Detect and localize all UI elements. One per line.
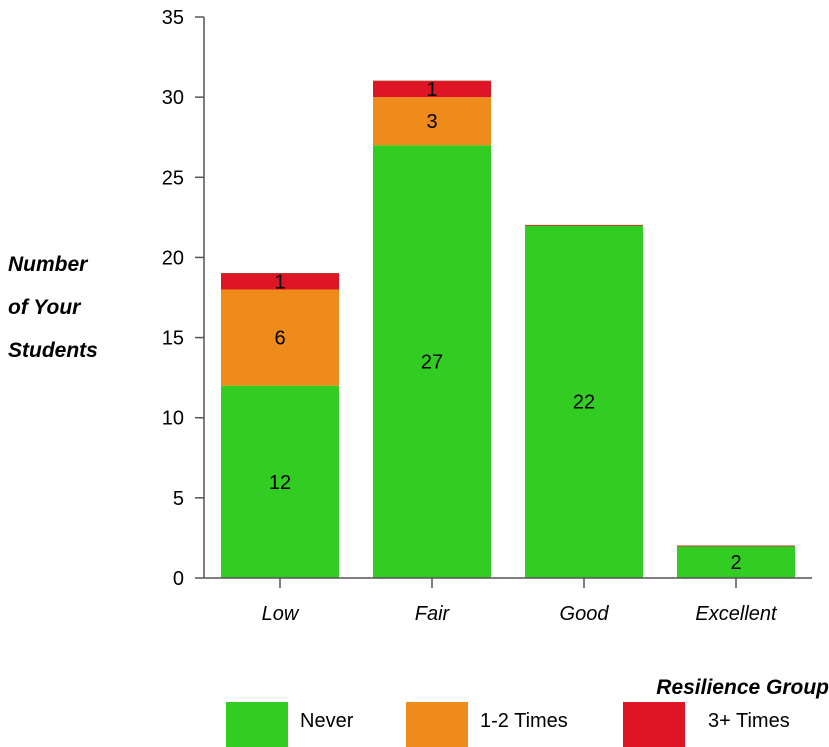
data-label-fair-3-times: 1 (426, 79, 437, 101)
x-axis-title: Resilience Group (656, 676, 829, 699)
data-label-fair-1-2-times: 3 (426, 111, 437, 133)
data-label-low-1-2-times: 6 (274, 328, 285, 350)
y-axis-title-line-1: Number (8, 253, 88, 276)
y-tick-label-20: 20 (162, 247, 184, 269)
bar-fair-1-2-times (373, 97, 491, 146)
bar-low-3-times (221, 273, 339, 290)
bar-low-never (221, 385, 339, 578)
y-tick-label-10: 10 (162, 408, 184, 430)
legend: Never 1-2 Times 3+ Times (0, 702, 829, 747)
x-tick-label-good: Good (560, 603, 610, 625)
bar-excellent-never (677, 545, 795, 578)
legend-label-never: Never (300, 710, 354, 732)
bar-fair-never (373, 145, 491, 578)
y-axis-title: Number of Your Students (8, 243, 138, 372)
y-tick-label-30: 30 (162, 87, 184, 109)
y-axis-title-line-3: Students (8, 339, 98, 362)
y-tick-label-35: 35 (162, 7, 184, 29)
bar-fair-3-times (373, 81, 491, 98)
x-tick-label-low: Low (262, 603, 300, 625)
x-tick-label-fair: Fair (415, 603, 451, 625)
legend-swatch-never (226, 702, 288, 747)
y-axis-title-line-2: of Your (8, 296, 81, 319)
data-label-excellent-never: 2 (730, 552, 741, 574)
bar-low-1-2-times (221, 289, 339, 386)
legend-swatch-3-plus-times (623, 702, 685, 747)
x-tick-label-excellent: Excellent (695, 603, 778, 625)
data-label-low-3-times: 1 (274, 271, 285, 293)
y-tick-label-0: 0 (173, 568, 184, 590)
data-label-fair-never: 27 (421, 352, 443, 374)
data-label-good-never: 22 (573, 392, 595, 414)
data-label-low-never: 12 (269, 472, 291, 494)
bar-good-never (525, 225, 643, 578)
legend-label-1-2-times: 1-2 Times (480, 710, 568, 732)
legend-swatch-1-2-times (406, 702, 468, 747)
y-tick-label-25: 25 (162, 167, 184, 189)
y-tick-label-5: 5 (173, 488, 184, 510)
legend-label-3-plus-times: 3+ Times (708, 710, 790, 732)
y-tick-label-15: 15 (162, 328, 184, 350)
